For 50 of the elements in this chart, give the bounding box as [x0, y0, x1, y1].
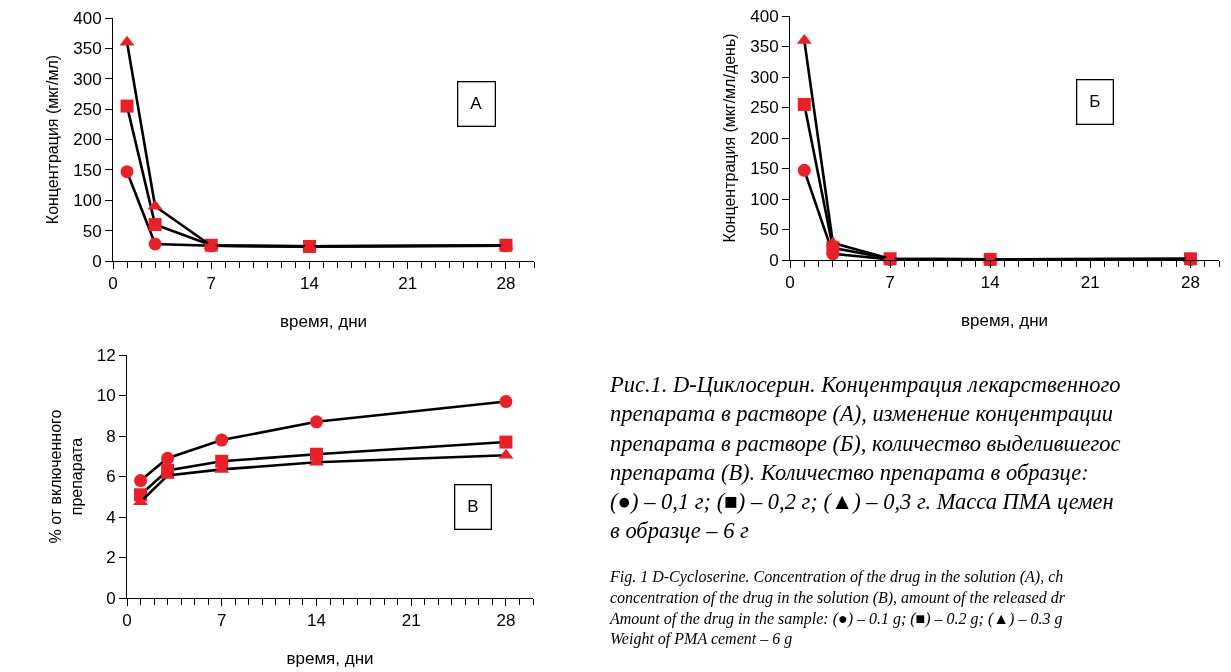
x-tick-label: 0	[122, 611, 132, 631]
annotation: А	[470, 94, 483, 114]
x-tick-label: 7	[217, 611, 227, 631]
x-tick-label: 28	[1180, 273, 1200, 293]
y-tick-label: 300	[73, 69, 102, 89]
x-axis-title: время, дни	[960, 310, 1049, 330]
y-tick-label: 150	[750, 159, 779, 179]
x-axis-title: время, дни	[279, 311, 368, 331]
y-tick-label: 300	[750, 67, 779, 87]
text: Рис.1. D-Циклосерин. Концентрация лекарственного препарата в растворе (А), изменение концентрации препарата в растворе (Б), количество выделившегос препарата (В). Количество препарата в образце: (●) – 0,1 г; (■) – 0,2 г; (▲) – 0,3 г. Масса ПМА цемен в образце – 6 г	[609, 372, 1121, 544]
x-tick-label: 14	[980, 273, 1000, 293]
y-tick-label: 200	[750, 128, 779, 148]
x-axis-title: время, дни	[286, 648, 374, 668]
y-axis-title: Концентрация (мкг/мл)	[44, 54, 62, 225]
x-tick-label: 14	[307, 611, 326, 631]
y-tick-label: 250	[750, 98, 779, 118]
x-tick-label: 0	[785, 273, 795, 293]
y-tick-label: 0	[106, 588, 116, 608]
x-tick-label: 21	[1080, 273, 1100, 293]
y-tick-label: 150	[73, 160, 102, 180]
y-tick-label: 400	[73, 8, 102, 28]
x-tick-label: 28	[496, 274, 516, 294]
y-tick-label: 350	[73, 39, 102, 59]
x-tick-label: 21	[401, 611, 421, 631]
y-axis-title: Концентрация (мкг/мл/день)	[721, 33, 739, 243]
x-tick-label: 14	[300, 274, 319, 294]
x-tick-label: 7	[885, 273, 895, 293]
y-tick-label: 4	[106, 507, 116, 527]
x-tick-label: 28	[496, 611, 516, 631]
y-tick-label: 6	[106, 467, 116, 487]
y-tick-label: 0	[92, 251, 102, 271]
y-tick-label: 200	[73, 130, 102, 150]
y-tick-label: 400	[750, 6, 779, 26]
y-tick-label: 0	[769, 250, 779, 270]
y-tick-label: 350	[750, 37, 779, 57]
y-tick-label: 100	[73, 191, 102, 211]
y-tick-label: 50	[82, 221, 102, 241]
y-tick-label: 100	[750, 189, 779, 209]
y-tick-label: 12	[96, 345, 116, 365]
y-tick-label: 50	[759, 220, 779, 240]
x-tick-label: 7	[206, 274, 216, 294]
y-tick-label: 250	[73, 100, 102, 120]
y-tick-label: 8	[106, 426, 116, 446]
caption: Fig. 1 D-Cycloserine. Concentration of the drug in the solution (A), ch concentration of the drug in the solution (B), amount of the released dr Amount of the drug in the sample: (●) – 0.1 g; (■) – 0.2 g; (▲) – 0.3 g Weight of PMA cement – 6 g	[609, 568, 1066, 649]
annotation: В	[467, 497, 479, 517]
x-tick-label: 21	[398, 274, 418, 294]
y-tick-label: 2	[106, 548, 116, 568]
y-axis-title: % от включенного препарата	[46, 409, 85, 544]
annotation: Б	[1089, 92, 1101, 112]
y-tick-label: 10	[96, 386, 116, 406]
